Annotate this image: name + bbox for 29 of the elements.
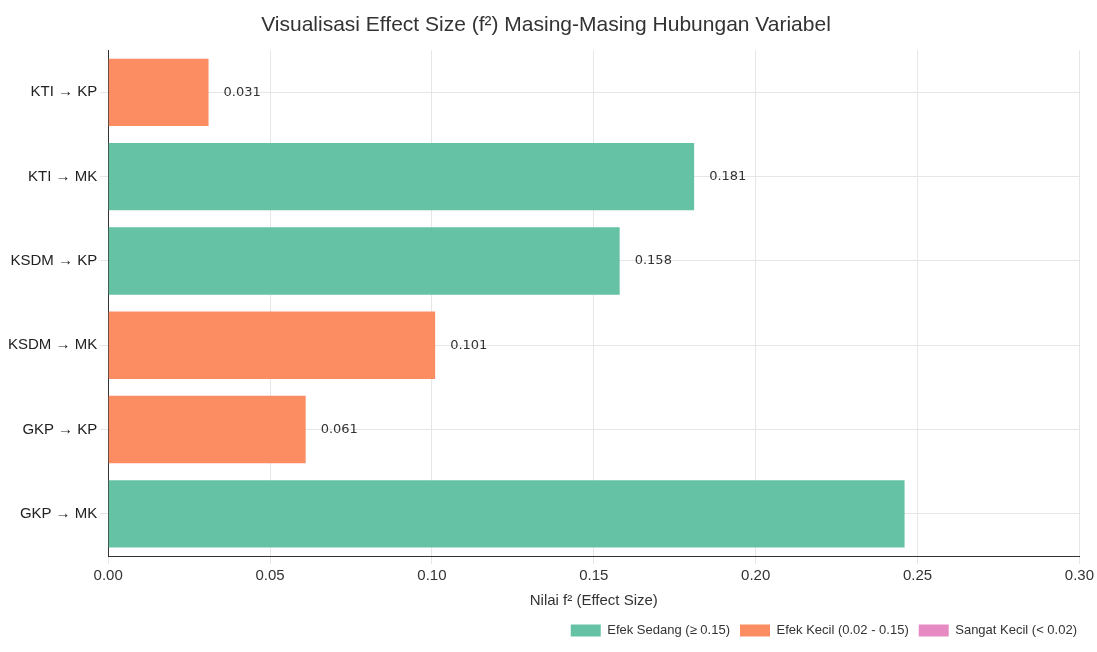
y-tick-label: GKP → KP — [22, 419, 98, 437]
y-tick-label: KSDM → MK — [7, 335, 98, 353]
y-tick-label: KTI → MK — [28, 166, 98, 184]
x-tick-label: 0.05 — [255, 566, 285, 584]
chart-title: Visualisasi Effect Size (f²) Masing-Masing Hubungan Variabel — [261, 12, 831, 36]
bar — [108, 480, 905, 548]
x-tick-label: 0.15 — [579, 566, 609, 584]
y-tick-label: KSDM → KP — [10, 251, 98, 269]
x-tick-label: 0.30 — [1064, 566, 1094, 584]
data-label: 0.031 — [223, 83, 261, 99]
data-label: 0.181 — [709, 168, 747, 184]
bar — [108, 395, 306, 464]
bar — [108, 227, 620, 295]
bar — [108, 142, 695, 211]
x-tick-label: 0.10 — [417, 566, 447, 584]
data-label: 0.061 — [320, 420, 358, 436]
data-label: 0.158 — [634, 252, 672, 268]
x-tick-label: 0.00 — [93, 566, 123, 584]
legend-label: Sangat Kecil (< 0.02) — [955, 622, 1078, 638]
legend-label: Efek Kecil (0.02 - 0.15) — [776, 622, 909, 638]
y-tick-label: KTI → KP — [30, 82, 98, 100]
x-tick-label: 0.20 — [741, 566, 771, 584]
y-tick-label: GKP → MK — [19, 503, 98, 521]
bar — [108, 311, 436, 379]
legend-label: Efek Sedang (≥ 0.15) — [607, 622, 731, 638]
bar — [108, 58, 209, 127]
x-axis-title: Nilai f² (Effect Size) — [529, 591, 658, 609]
data-label: 0.101 — [450, 336, 488, 352]
x-tick-label: 0.25 — [902, 566, 933, 584]
